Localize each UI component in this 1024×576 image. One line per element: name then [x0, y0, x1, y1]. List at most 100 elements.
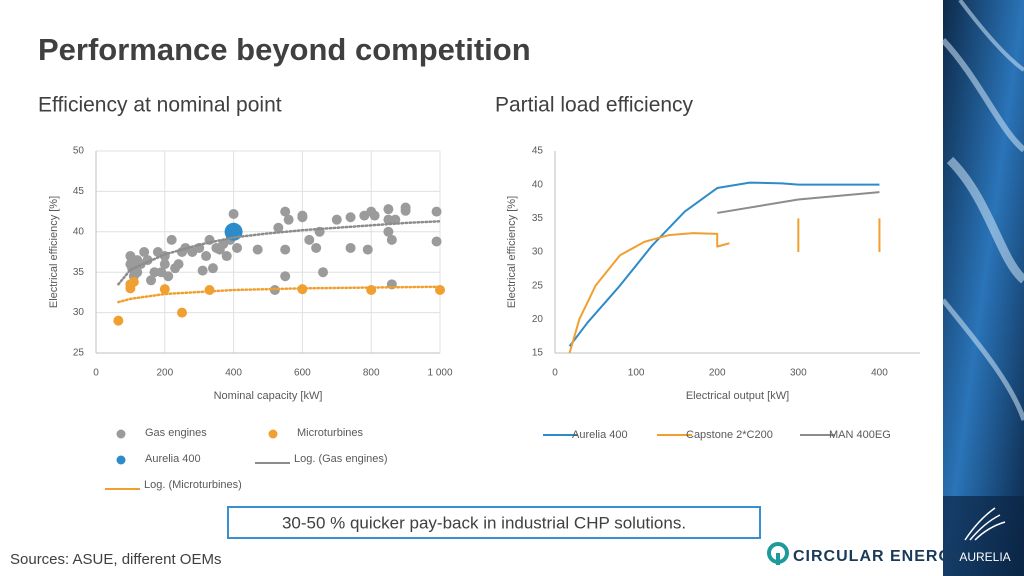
- scatter-point: [173, 259, 184, 270]
- scatter-point: [159, 259, 170, 270]
- x-tick-label: 1 000: [427, 368, 452, 379]
- scatter-point: [228, 209, 239, 220]
- logo-mark: [964, 507, 1006, 541]
- callout: 30-50 % quicker pay-back in industrial C…: [282, 513, 686, 532]
- trendline: [117, 285, 442, 304]
- scatter-point: [166, 234, 177, 245]
- scatter-point: [390, 214, 401, 225]
- scatter-point: [128, 276, 139, 287]
- scatter-point: [197, 265, 208, 276]
- chart-title: Partial load efficiency: [495, 94, 694, 117]
- slide-title: Performance beyond competition: [38, 32, 531, 67]
- side-image: [943, 0, 1024, 576]
- series-line: [568, 218, 881, 354]
- legend-marker: [116, 429, 126, 439]
- legend-label: Gas engines: [145, 427, 207, 439]
- x-tick-label: 0: [552, 368, 558, 379]
- scatter-point: [132, 267, 143, 278]
- scatter-point: [280, 271, 291, 282]
- y-tick-label: 35: [532, 213, 544, 224]
- scatter-point: [146, 275, 157, 286]
- y-tick-label: 45: [73, 186, 85, 197]
- scatter-point: [149, 267, 160, 278]
- x-tick-label: 300: [790, 368, 807, 379]
- scatter-point: [369, 210, 380, 221]
- y-axis-title: Electrical efficiency [%]: [506, 196, 518, 308]
- legend-marker: [116, 455, 126, 465]
- y-tick-label: 15: [532, 348, 544, 359]
- x-tick-label: 200: [709, 368, 726, 379]
- scatter-point: [345, 242, 356, 253]
- x-tick-label: 600: [294, 368, 311, 379]
- x-axis-title: Nominal capacity [kW]: [214, 390, 323, 402]
- x-tick-label: 0: [93, 368, 99, 379]
- scatter-point: [362, 244, 373, 255]
- side-image-waves: [940, 0, 1024, 421]
- y-tick-label: 30: [532, 247, 544, 258]
- brand-icon: [767, 542, 789, 565]
- legend-label: MAN 400EG: [829, 429, 891, 441]
- scatter-point: [232, 242, 243, 253]
- scatter-point: [207, 263, 218, 274]
- x-tick-label: 800: [363, 368, 380, 379]
- y-axis-title: Electrical efficiency [%]: [48, 196, 60, 308]
- scatter-point: [318, 267, 329, 278]
- logo-bg: [943, 496, 1024, 576]
- legend-label: Capstone 2*C200: [686, 429, 773, 441]
- scatter-point: [386, 234, 397, 245]
- scatter-point: [297, 210, 308, 221]
- scatter-point: [431, 236, 442, 247]
- callout-box: [227, 506, 761, 539]
- scatter-point: [177, 307, 187, 318]
- scatter-point: [304, 234, 315, 245]
- scatter-point: [331, 214, 342, 225]
- scatter-point: [383, 204, 394, 215]
- series-line: [717, 191, 880, 214]
- logo-text: AURELIA: [959, 550, 1010, 564]
- x-axis-title: Electrical output [kW]: [686, 390, 789, 402]
- x-tick-label: 400: [225, 368, 242, 379]
- scatter-point: [383, 214, 394, 225]
- scatter-point: [159, 284, 170, 295]
- x-tick-label: 100: [628, 368, 645, 379]
- scatter-point: [383, 226, 394, 237]
- scatter-point: [431, 206, 442, 217]
- brand: CIRCULAR ENERGY: [793, 548, 964, 565]
- scatter-point: [201, 251, 212, 262]
- y-tick-label: 30: [73, 307, 85, 318]
- x-tick-label: 400: [871, 368, 888, 379]
- x-tick-label: 200: [156, 368, 173, 379]
- scatter-point: [221, 251, 232, 262]
- legend-marker: [268, 429, 278, 439]
- scatter-point: [163, 271, 174, 282]
- series-line: [568, 181, 880, 347]
- scatter-point: [280, 206, 291, 217]
- scatter-point: [345, 212, 356, 223]
- legend-label: Microturbines: [297, 427, 364, 439]
- scatter-point: [400, 205, 411, 216]
- legend-label: Log. (Gas engines): [294, 453, 388, 465]
- y-tick-label: 50: [73, 146, 85, 157]
- sources: Sources: ASUE, different OEMs: [10, 551, 221, 568]
- scatter-point: [113, 315, 124, 326]
- y-tick-label: 25: [532, 280, 544, 291]
- trendline: [117, 220, 442, 286]
- legend-label: Aurelia 400: [145, 453, 201, 465]
- y-tick-label: 25: [73, 348, 85, 359]
- scatter-point: [311, 242, 322, 253]
- scatter-point: [139, 247, 150, 257]
- scatter-point: [283, 214, 294, 225]
- y-tick-label: 45: [532, 146, 544, 157]
- scatter-point: [280, 244, 291, 255]
- chart-title: Efficiency at nominal point: [38, 94, 282, 117]
- y-tick-label: 40: [532, 179, 544, 190]
- scatter-point: [252, 244, 263, 255]
- scatter-point: [273, 222, 284, 233]
- y-tick-label: 20: [532, 314, 544, 325]
- legend-label: Aurelia 400: [572, 429, 628, 441]
- scatter-point: [204, 284, 215, 295]
- y-tick-label: 35: [73, 267, 85, 278]
- y-tick-label: 40: [73, 226, 85, 237]
- legend-label: Log. (Microturbines): [144, 479, 242, 491]
